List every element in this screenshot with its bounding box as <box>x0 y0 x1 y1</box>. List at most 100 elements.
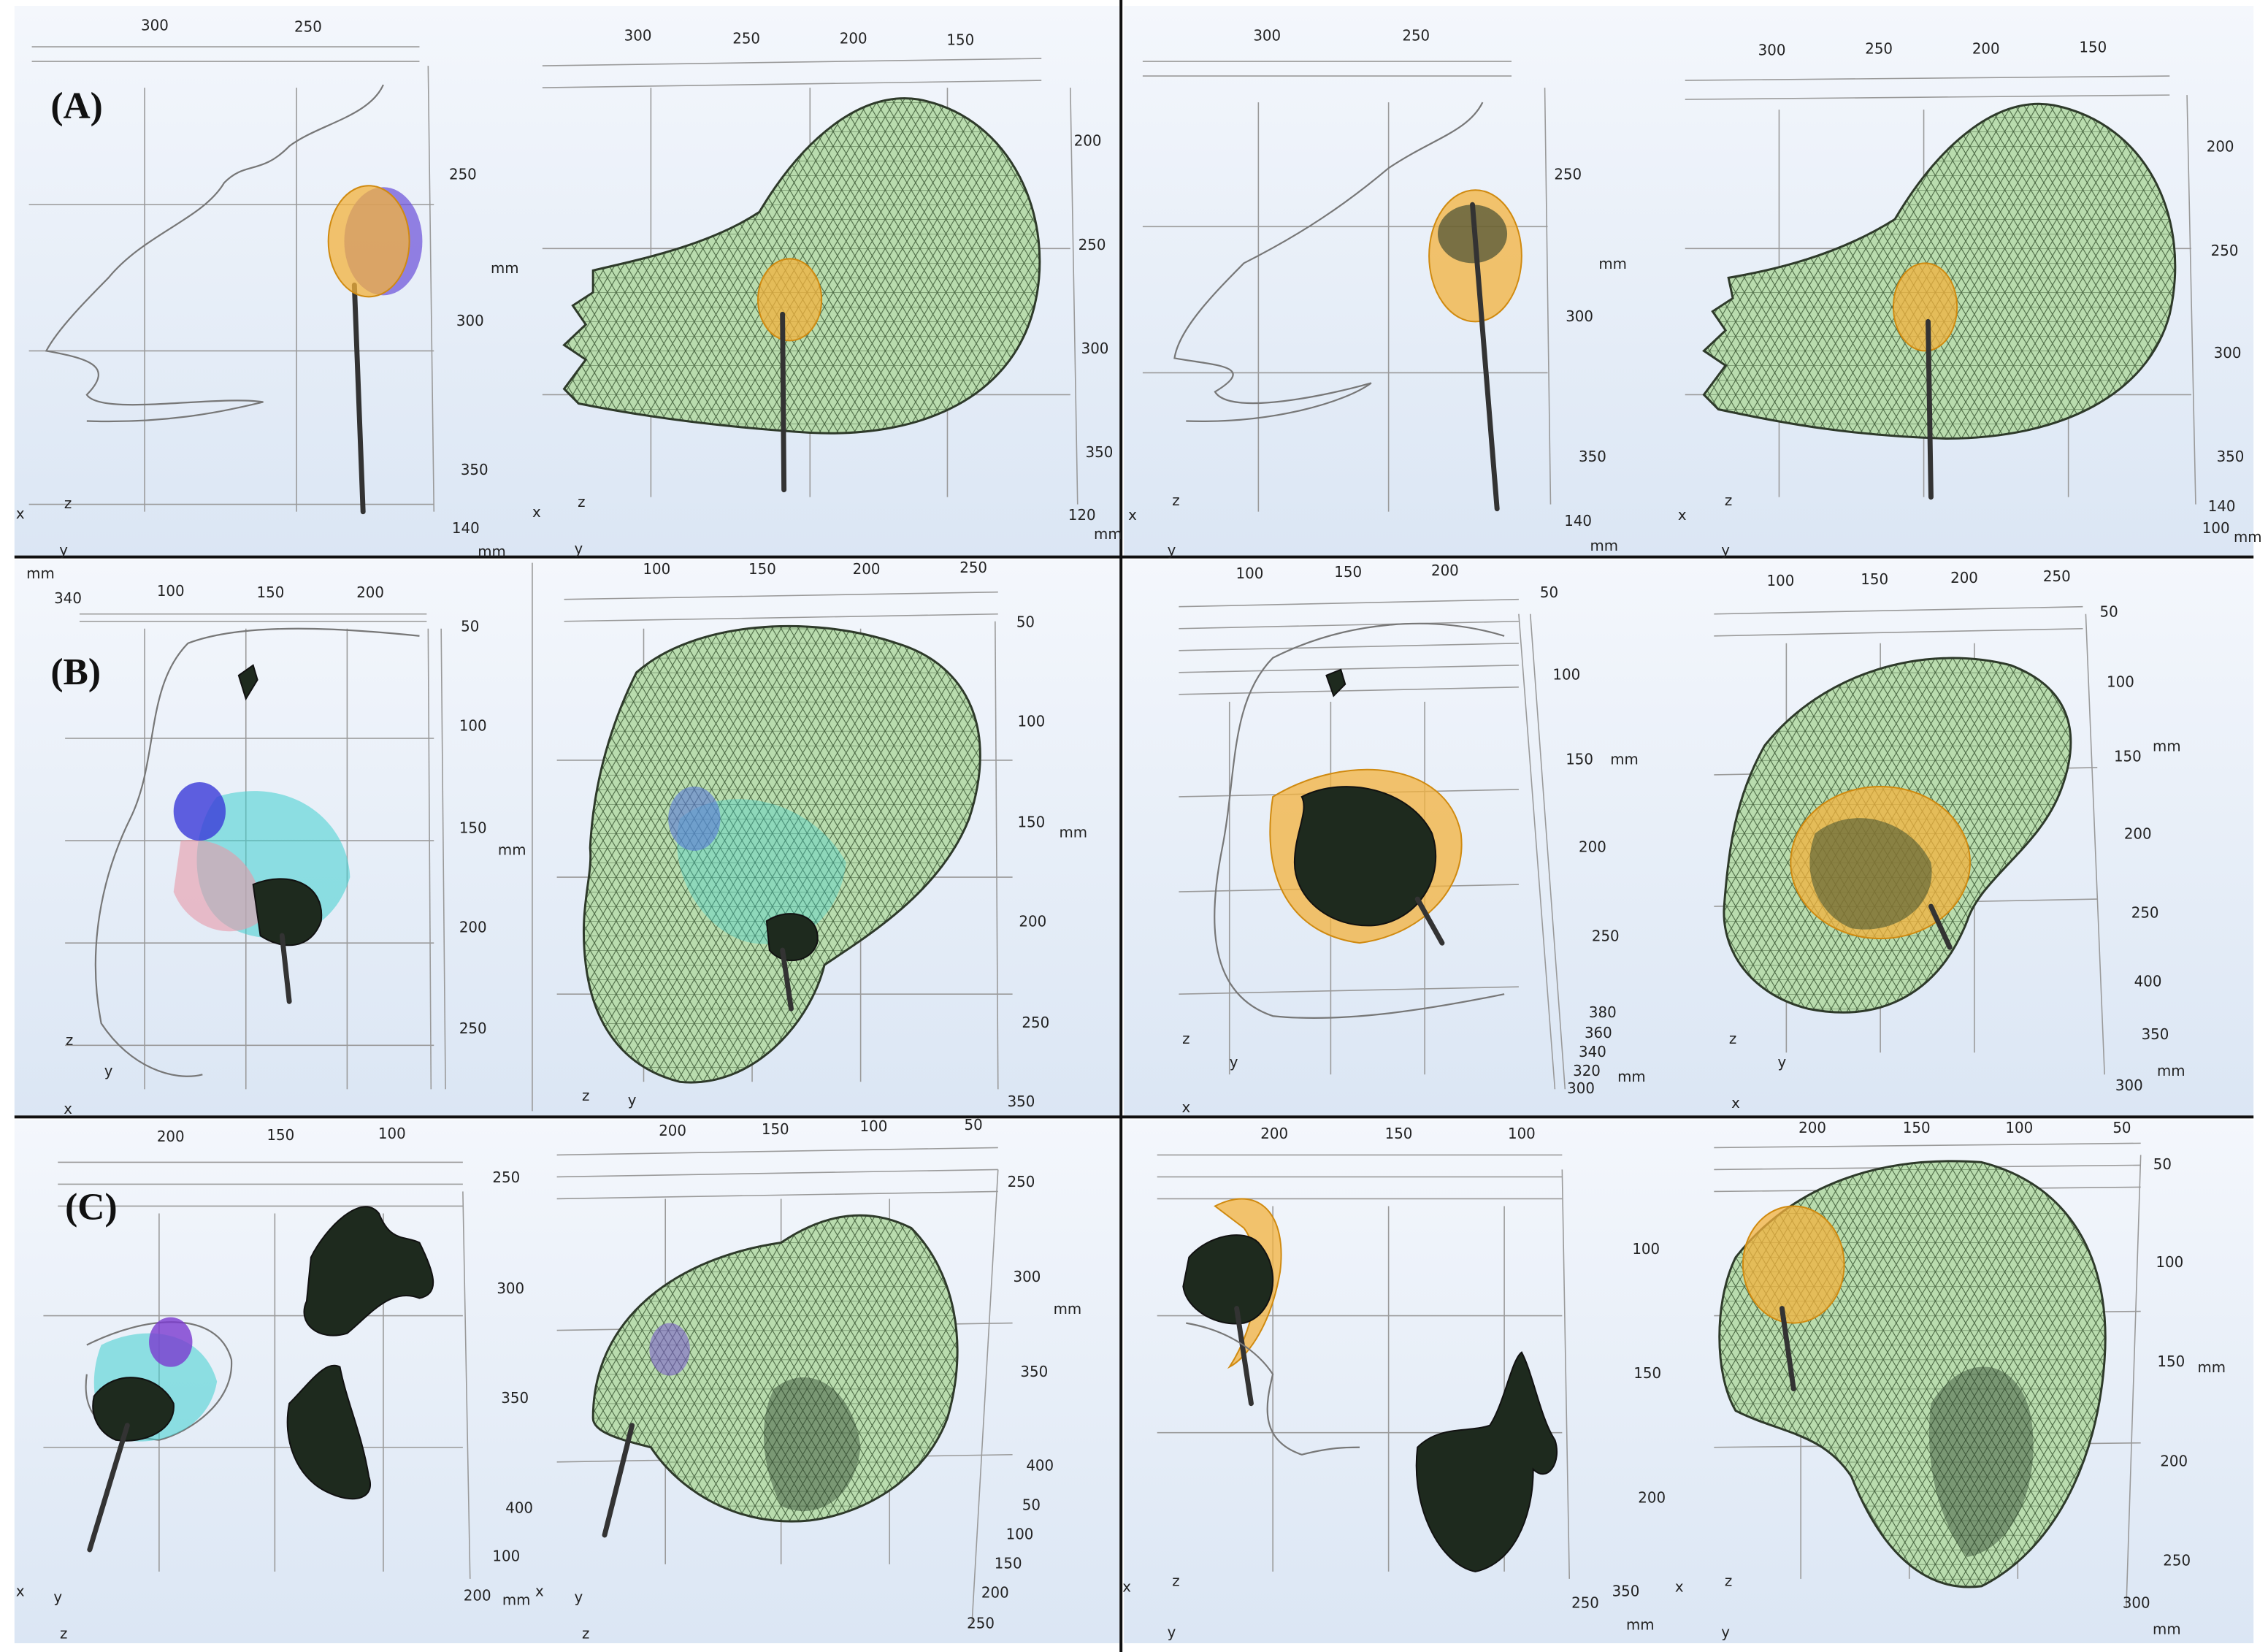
axis-label: 50 <box>1016 613 1035 630</box>
axis-label: mm <box>1054 1301 1082 1318</box>
axis-label: 200 <box>2207 139 2234 156</box>
axis-label: 50 <box>965 1117 983 1133</box>
axis-label: 150 <box>1017 814 1045 830</box>
axis-label: y <box>1168 1624 1176 1640</box>
axis-label: 250 <box>1022 1014 1049 1031</box>
axis-label: 250 <box>1865 40 1893 57</box>
axis-label: z <box>582 1625 589 1642</box>
axis-labels: 300 250 250 mm 300 350 140 mm x z y 300 250 200 150 200… <box>16 17 2262 1642</box>
axis-label: mm <box>1610 751 1639 768</box>
axis-label: 150 <box>1861 571 1888 588</box>
axis-label: 300 <box>1014 1269 1041 1285</box>
axis-label: 320 <box>1573 1063 1601 1079</box>
axis-label: 350 <box>1579 448 1606 465</box>
axis-label: 250 <box>1571 1594 1599 1611</box>
axis-label: 200 <box>1638 1489 1666 1506</box>
axis-label: mm <box>2153 738 2181 754</box>
axis-label: 300 <box>1081 340 1109 357</box>
axis-label: x <box>64 1101 72 1117</box>
axis-label: 200 <box>1074 133 1102 150</box>
axis-label: mm <box>491 260 519 277</box>
region <box>237 664 258 701</box>
axis-label: 250 <box>1402 27 1430 44</box>
axis-label: 350 <box>1008 1093 1035 1110</box>
axis-label: mm <box>1598 256 1627 272</box>
axis-label: 250 <box>1592 928 1620 945</box>
axis-label: 200 <box>1019 914 1046 930</box>
axis-label: 150 <box>1903 1120 1931 1136</box>
axis-label: 100 <box>1632 1241 1660 1258</box>
axis-label: 100 <box>459 717 487 734</box>
zone <box>677 799 846 944</box>
axis-label: 100 <box>643 561 670 578</box>
axis-label: 150 <box>748 561 776 578</box>
axis-label: y <box>1230 1054 1238 1071</box>
probe <box>602 1423 635 1538</box>
axis-label: 250 <box>459 1020 487 1037</box>
region <box>1182 1234 1274 1325</box>
zone <box>649 1323 690 1376</box>
axis-label: x <box>1128 507 1137 524</box>
region <box>1928 1366 2034 1557</box>
axis-label: 150 <box>762 1121 789 1138</box>
axis-label: 140 <box>2208 498 2236 515</box>
axis-label: y <box>59 542 68 559</box>
axis-label: 100 <box>378 1125 406 1142</box>
probe <box>1779 1306 1796 1392</box>
axis-label: 300 <box>497 1280 524 1297</box>
axis-label: 200 <box>853 561 881 578</box>
axis-label: 150 <box>2079 39 2107 56</box>
zone <box>1892 262 1958 352</box>
probe <box>87 1423 130 1553</box>
axis-label: mm <box>1590 538 1618 554</box>
axis-label: 140 <box>452 520 480 537</box>
axis-label: z <box>66 1032 73 1049</box>
axis-label: x <box>1122 1578 1131 1595</box>
axis-label: 250 <box>492 1169 520 1186</box>
probe <box>279 933 292 1004</box>
axis-label: 300 <box>1253 27 1281 44</box>
outline <box>1214 622 1505 1019</box>
probe <box>780 947 794 1012</box>
region <box>1325 668 1346 697</box>
axis-label: 200 <box>1798 1120 1826 1136</box>
axis-label: 150 <box>995 1555 1022 1572</box>
axis-label: 300 <box>1566 308 1593 325</box>
axis-label: y <box>1778 1054 1787 1071</box>
axis-label: z <box>1172 492 1179 509</box>
axis-label: 100 <box>860 1118 888 1135</box>
axis-label: 100 <box>1508 1125 1536 1142</box>
zone <box>173 839 261 932</box>
axis-label: 50 <box>1022 1496 1041 1513</box>
axis-label: 360 <box>1585 1025 1612 1041</box>
probe <box>1928 903 1953 950</box>
region <box>252 878 323 947</box>
axis-label: 200 <box>157 1128 185 1145</box>
axis-label: z <box>1172 1572 1179 1589</box>
axis-label: z <box>578 494 585 510</box>
axis-label: 150 <box>946 31 974 48</box>
zone <box>173 781 226 841</box>
axis-label: 250 <box>967 1615 995 1632</box>
region <box>763 1377 861 1512</box>
axis-label: 350 <box>501 1390 529 1407</box>
axis-label: 250 <box>2211 242 2239 259</box>
axis-label: 100 <box>1017 713 1045 730</box>
axis-label: 340 <box>54 590 82 607</box>
axis-label: mm <box>1617 1068 1646 1085</box>
axis-label: x <box>532 504 541 521</box>
axis-label: mm <box>478 543 506 560</box>
axis-label: 200 <box>1972 40 2000 57</box>
axis-label: 200 <box>459 919 487 936</box>
axis-label: 100 <box>1006 1526 1034 1542</box>
axis-label: 200 <box>2160 1453 2188 1469</box>
axis-label: 250 <box>1554 167 1582 183</box>
axis-label: mm <box>26 565 55 582</box>
axis-label: 200 <box>1579 838 1606 855</box>
axis-label: mm <box>1626 1616 1655 1633</box>
panel-label: (B) <box>50 651 101 693</box>
axis-label: mm <box>1060 824 1088 841</box>
outline <box>45 84 384 423</box>
axis-label: 250 <box>294 18 322 35</box>
